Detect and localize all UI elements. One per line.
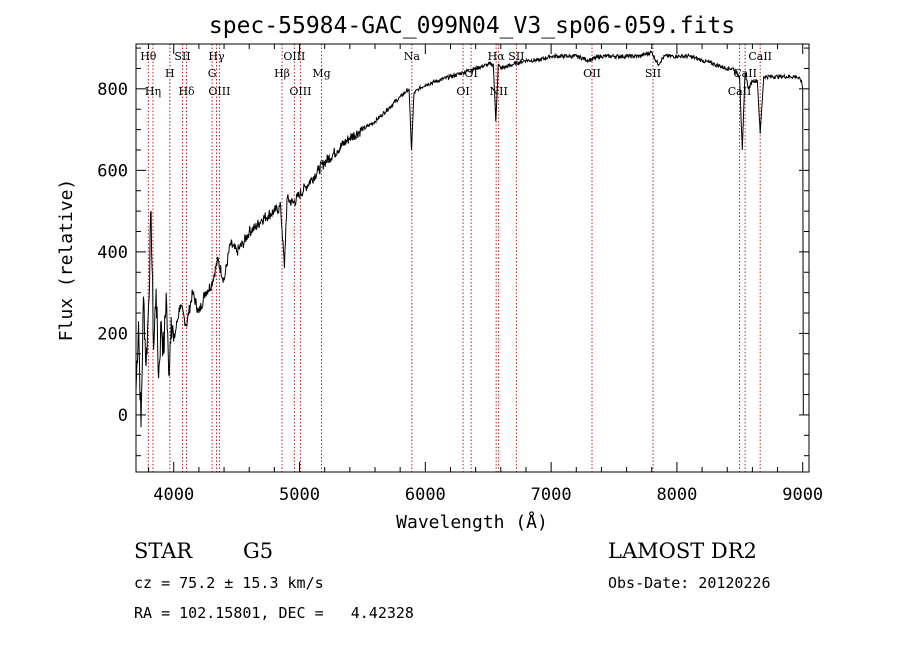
- y-tick-label: 800: [97, 80, 128, 100]
- y-tick-label: 0: [118, 406, 128, 426]
- line-label: SII: [645, 67, 661, 80]
- line-label: OIII: [208, 85, 230, 98]
- line-label: Hδ: [178, 85, 195, 98]
- object-subclass: G5: [243, 539, 274, 563]
- line-label: Hβ: [274, 67, 290, 80]
- line-label: Hη: [145, 85, 161, 98]
- observation-date: Obs-Date: 20120226: [608, 574, 771, 592]
- plot-frame: [135, 43, 810, 473]
- redshift-cz: cz = 75.2 ± 15.3 km/s: [134, 574, 324, 592]
- line-label: Hα: [488, 50, 506, 63]
- x-tick-label: 9000: [782, 485, 823, 505]
- survey-name: LAMOST DR2: [608, 539, 757, 563]
- line-label: NII: [490, 85, 508, 98]
- line-label: Na: [404, 50, 421, 63]
- line-label: OI: [456, 85, 469, 98]
- y-tick-label: 200: [97, 324, 128, 344]
- x-axis-label: Wavelength (Å): [396, 511, 548, 533]
- axis-ticks: 4000 5000 6000 7000 8000 9000 0 200 400 600 800: [97, 44, 823, 505]
- line-label: OII: [583, 67, 601, 80]
- x-tick-label: 4000: [153, 485, 194, 505]
- y-tick-label: 400: [97, 243, 128, 263]
- x-tick-label: 8000: [656, 485, 697, 505]
- spectrum-chart: spec-55984-GAC_099N04_V3_sp06-059.fits H…: [56, 13, 823, 533]
- line-label: SII: [174, 50, 190, 63]
- x-tick-label: 7000: [531, 485, 572, 505]
- spectrum-series-line: [135, 50, 804, 428]
- line-label: CaII: [748, 50, 772, 63]
- line-label: Mg: [312, 67, 330, 80]
- line-label: OIII: [289, 85, 311, 98]
- line-label: SII: [508, 50, 524, 63]
- x-tick-label: 5000: [279, 485, 320, 505]
- x-tick-label: 6000: [405, 485, 446, 505]
- line-label: OIII: [283, 50, 305, 63]
- line-label: G: [208, 67, 217, 80]
- line-label: Hγ: [208, 50, 225, 63]
- emission-line-markers: HθHηHSIIHδHγGOIIIOIIIHβOIIIMgNaOIOIHαNII…: [140, 44, 772, 472]
- line-label: Hθ: [140, 50, 157, 63]
- y-axis-label: Flux (relative): [56, 179, 77, 342]
- y-tick-label: 600: [97, 161, 128, 181]
- chart-title: spec-55984-GAC_099N04_V3_sp06-059.fits: [209, 13, 735, 39]
- line-label: H: [165, 67, 175, 80]
- ra-dec: RA = 102.15801, DEC = 4.42328: [134, 604, 414, 622]
- object-class: STAR: [134, 539, 193, 563]
